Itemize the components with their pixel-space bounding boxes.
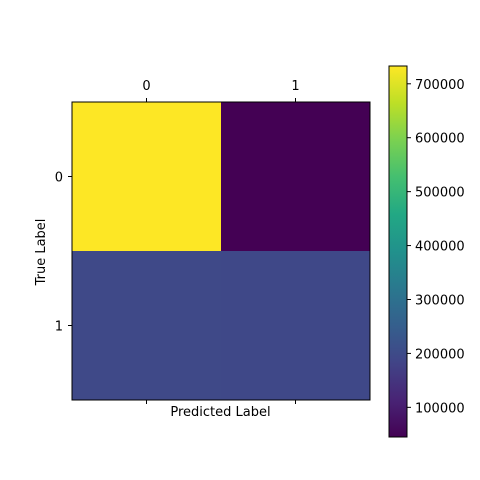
- colorbar-tick-label-5: 600000: [415, 132, 465, 147]
- x-axis-label: Predicted Label: [170, 405, 270, 420]
- colorbar-tick-label-1: 200000: [415, 347, 465, 362]
- colorbar-tick-label-2: 300000: [415, 293, 465, 308]
- y-tick-label-0: 0: [55, 171, 63, 186]
- colorbar-tick-label-3: 400000: [415, 240, 465, 255]
- heatmap-cell-0-1: [221, 102, 370, 251]
- colorbar: [388, 65, 408, 438]
- y-tick-labels: 01: [55, 171, 72, 335]
- colorbar-tick-labels: 100000 200000 300000 400000 500000 600000 7000…: [407, 78, 465, 416]
- x-tick-label-1: 1: [291, 79, 299, 94]
- colorbar-tick-label-0: 100000: [415, 401, 465, 416]
- plot-frame: [71, 101, 371, 401]
- heatmap-cell-0-0: [72, 102, 221, 251]
- y-axis-label: True Label: [34, 219, 49, 287]
- heatmap-cells: [72, 102, 370, 400]
- colorbar-tick-label-6: 700000: [415, 78, 465, 93]
- x-tick-label-0: 0: [142, 79, 150, 94]
- heatmap-cell-1-0: [72, 251, 221, 400]
- y-tick-label-1: 1: [55, 320, 63, 335]
- heatmap-cell-1-1: [221, 251, 370, 400]
- colorbar-tick-label-4: 500000: [415, 186, 465, 201]
